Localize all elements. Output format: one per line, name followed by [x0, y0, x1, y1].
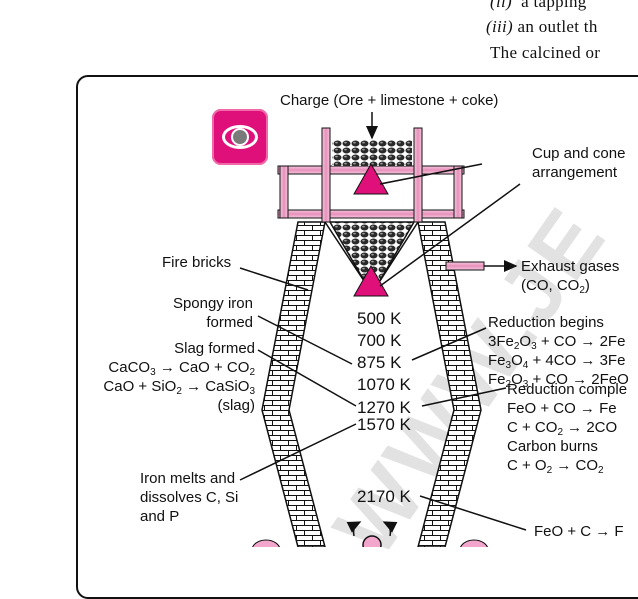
temp-1270: 1270 K [357, 398, 411, 417]
spongy-iron-label: Spongy iron formed [172, 295, 253, 331]
reduction-complete-label: Reduction comple FeO + CO → Fe C + CO2 →… [507, 381, 628, 476]
hopper-post-left [321, 127, 331, 223]
hopper-post-right [413, 127, 423, 223]
temp-700: 700 K [357, 331, 402, 350]
feo-reaction-label: FeO + C → F [534, 523, 624, 540]
upper-cone [353, 162, 389, 195]
bottom-bar [277, 209, 465, 219]
temp-1070: 1070 K [357, 375, 411, 394]
blower [362, 535, 382, 547]
cup-cone-label: Cup and cone arrangement [532, 145, 626, 181]
exhaust-gases-label: Exhaust gases (CO, CO2) [521, 258, 620, 296]
temp-1570: 1570 K [357, 415, 411, 434]
temp-2170: 2170 K [357, 487, 411, 506]
right-post [453, 165, 463, 219]
text-line-3: The calcined or [490, 43, 601, 62]
right-tuyere [460, 539, 488, 547]
left-wall [261, 221, 326, 547]
exhaust-pipe [445, 261, 485, 271]
text-line-2: (iii) an outlet th [486, 17, 598, 36]
blast-furnace-diagram [239, 112, 527, 547]
left-post [279, 165, 289, 219]
temp-875: 875 K [357, 353, 402, 372]
lower-cone [353, 264, 389, 297]
fire-bricks-label: Fire bricks [162, 254, 232, 271]
iron-melts-label: Iron melts and dissolves C, Si and P [140, 470, 239, 525]
charge-label: Charge (Ore + limestone + coke) [280, 92, 499, 109]
right-wall [417, 221, 482, 547]
text-line-1: (ii) a tapping [490, 0, 587, 11]
slag-formed-label: Slag formed CaCO3 → CaO + CO2 CaO + SiO2… [103, 340, 255, 414]
left-tuyere [252, 539, 280, 547]
temp-500: 500 K [357, 309, 402, 328]
charge-pile [332, 140, 412, 166]
reduction-begins-label: Reduction begins 3Fe2O3 + CO → 2Fe Fe3O4… [488, 314, 629, 390]
eye-icon [212, 109, 268, 165]
